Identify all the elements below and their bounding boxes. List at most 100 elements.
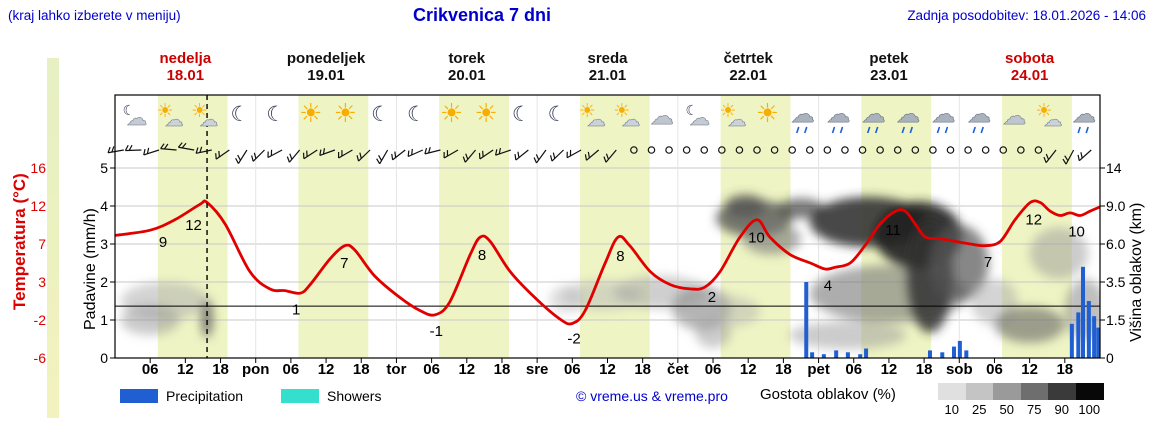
wind-barb-icon <box>536 149 547 164</box>
copyright-link[interactable]: © vreme.us & vreme.pro <box>576 388 728 404</box>
day-date: 22.01 <box>729 67 767 84</box>
calm-wind-icon <box>876 146 884 154</box>
time-axis-label: 12 <box>880 361 898 378</box>
cloud-rain-icon: ☁ <box>827 100 851 128</box>
precipitation-tick: 0 <box>100 350 108 366</box>
wind-barb-icon <box>495 149 511 156</box>
moon-icon: ☾ <box>266 102 285 126</box>
day-name: nedelja <box>159 50 212 67</box>
daylight-band <box>298 95 369 358</box>
calm-wind-icon <box>964 146 972 154</box>
cloud-rain-icon: ☁ <box>862 100 886 128</box>
time-axis-label: 12 <box>599 361 616 378</box>
cloud-blob <box>201 299 213 338</box>
cloud-rain-icon: ☁ <box>931 100 955 128</box>
wind-barb-icon <box>1078 149 1092 162</box>
precipitation-tick: 5 <box>100 160 108 176</box>
temperature-value-label: 1 <box>292 302 300 319</box>
wind-barb-icon <box>407 149 424 158</box>
cloud-scale-value: 50 <box>999 402 1014 417</box>
cloud-rain-icon: ☁ <box>967 100 991 128</box>
wind-barb-icon <box>479 149 494 160</box>
daylight-band <box>579 95 650 358</box>
time-axis-label: 06 <box>845 361 863 378</box>
wind-barb-icon <box>267 149 283 159</box>
wind-barb-icon <box>464 149 477 163</box>
moon-icon: ☾ <box>407 102 426 126</box>
wind-barb-icon <box>1065 149 1075 165</box>
precip-bar <box>964 350 969 358</box>
time-axis-label: 18 <box>775 361 792 378</box>
sun-cloud-icon: ☀ <box>1035 100 1052 122</box>
precip-bar <box>1076 312 1081 358</box>
calm-wind-icon <box>770 146 779 154</box>
cloud-scale-cell <box>993 383 1021 400</box>
svg-text:☁: ☁ <box>1043 109 1062 131</box>
precip-bar <box>1080 266 1085 358</box>
calm-wind-icon <box>805 146 814 154</box>
svg-text:☁: ☁ <box>199 109 218 131</box>
sun-cloud-icon: ☀ <box>579 100 596 122</box>
day-name: torek <box>448 50 486 67</box>
temperature-value-label: 11 <box>885 222 901 239</box>
wind-barb-icon <box>178 146 195 151</box>
wind-barb-icon <box>237 149 248 164</box>
calm-wind-icon <box>893 146 902 154</box>
moon-icon: ☾ <box>371 102 390 126</box>
day-header-ponedeljek: ponedeljek 19.01 <box>256 50 396 84</box>
wind-barb-icon <box>319 149 336 157</box>
wind-barb-icon <box>566 149 582 159</box>
temperature-curve <box>115 199 1100 326</box>
precip-bar <box>810 352 815 358</box>
wind-barb-icon <box>288 149 301 163</box>
cloud-scale-value: 90 <box>1054 402 1069 417</box>
calm-wind-icon <box>911 146 920 154</box>
cloud-height-tick: 3.5 <box>1106 274 1126 290</box>
temperature-tick: -2 <box>33 312 46 328</box>
cloud-blob <box>1029 227 1089 279</box>
time-axis-label: 18 <box>493 361 511 378</box>
temperature-tick: 12 <box>30 198 46 214</box>
calm-wind-icon <box>700 146 709 154</box>
day-date: 21.01 <box>588 67 627 84</box>
axis-tick-marks <box>110 167 1105 363</box>
sun-icon: ☀ <box>299 99 322 129</box>
time-axis-label: 12 <box>458 361 476 378</box>
day-header-sreda: sreda 21.01 <box>538 50 678 84</box>
precip-bar <box>804 282 809 358</box>
time-axis-label: 18 <box>352 361 370 378</box>
cloud-height-tick: 14 <box>1106 160 1122 176</box>
day-name: sreda <box>587 50 628 67</box>
wind-barb-icon <box>586 149 600 161</box>
wind-barb-icon <box>143 149 160 156</box>
cloud-blob <box>994 306 1065 343</box>
precipitation-bars <box>804 266 1101 358</box>
precip-bar <box>1092 316 1097 358</box>
time-axis-label: 06 <box>423 361 440 378</box>
calm-wind-icon <box>753 146 761 154</box>
time-axis-label: 18 <box>915 361 933 378</box>
wind-barb-icon <box>443 149 459 159</box>
moon-icon: ☾ <box>548 102 567 126</box>
svg-text:☁: ☁ <box>689 106 710 130</box>
calm-wind-icon <box>946 146 955 154</box>
cloud-scale-cell <box>1048 383 1076 400</box>
calm-wind-icon <box>1034 146 1043 154</box>
calm-wind-icon <box>718 146 726 154</box>
precipitation-legend-label: Precipitation <box>166 388 244 404</box>
calm-wind-icon <box>929 146 937 154</box>
time-axis-label: 06 <box>563 361 581 378</box>
calm-wind-icon <box>788 146 796 154</box>
cloud-blob <box>789 321 907 350</box>
wind-barb-icon <box>551 149 564 162</box>
precip-bar <box>845 352 850 358</box>
temperature-value-label: 12 <box>1025 212 1042 229</box>
precipitation-tick: 1 <box>100 312 108 328</box>
time-axis-label: 18 <box>1056 361 1074 378</box>
time-axis-label: 06 <box>141 361 159 378</box>
temperature-tick: -6 <box>33 350 46 366</box>
wind-row <box>107 142 1092 165</box>
precip-bar <box>927 350 932 358</box>
day-date: 19.01 <box>307 67 345 84</box>
